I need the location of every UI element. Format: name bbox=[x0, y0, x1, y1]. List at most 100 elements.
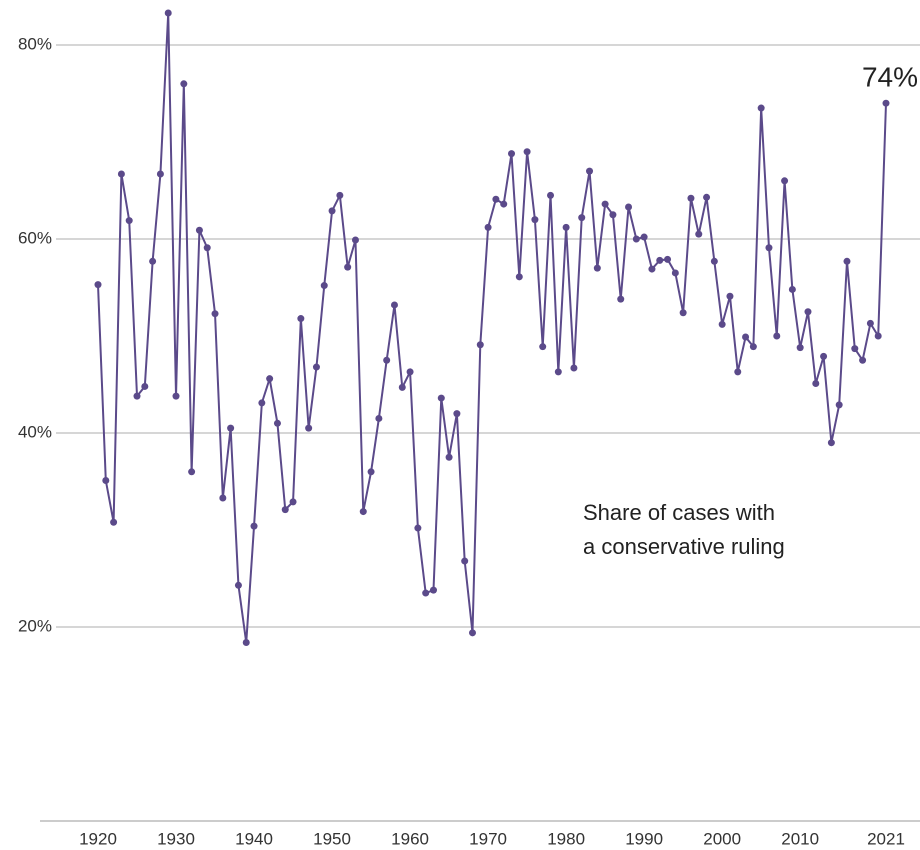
annotation: Share of cases with bbox=[583, 500, 775, 525]
point bbox=[710, 257, 718, 265]
point bbox=[586, 167, 594, 175]
point bbox=[788, 285, 796, 293]
point bbox=[601, 200, 609, 208]
point bbox=[547, 191, 555, 199]
point bbox=[523, 148, 531, 156]
point bbox=[664, 255, 672, 263]
x-tick-label: 1960 bbox=[391, 829, 429, 848]
point bbox=[812, 380, 820, 388]
x-tick-label: 1980 bbox=[547, 829, 585, 848]
point bbox=[195, 226, 203, 234]
point bbox=[609, 211, 617, 219]
point bbox=[414, 524, 422, 532]
point bbox=[508, 150, 516, 158]
point bbox=[531, 216, 539, 224]
point bbox=[383, 356, 391, 364]
point bbox=[125, 217, 133, 225]
point bbox=[149, 257, 157, 265]
point bbox=[757, 104, 765, 112]
point bbox=[250, 522, 258, 530]
point bbox=[656, 256, 664, 264]
point bbox=[874, 332, 882, 340]
point bbox=[703, 193, 711, 201]
point bbox=[297, 315, 305, 323]
point bbox=[781, 177, 789, 185]
point bbox=[117, 170, 125, 178]
point bbox=[188, 468, 196, 476]
point bbox=[289, 498, 297, 506]
point bbox=[484, 223, 492, 231]
point bbox=[320, 282, 328, 290]
point bbox=[437, 394, 445, 402]
point bbox=[266, 375, 274, 383]
point bbox=[203, 244, 211, 252]
point bbox=[281, 506, 289, 514]
point bbox=[843, 257, 851, 265]
point bbox=[390, 301, 398, 309]
y-tick-label: 80% bbox=[18, 34, 52, 53]
point bbox=[141, 382, 149, 390]
point bbox=[445, 453, 453, 461]
point bbox=[242, 639, 250, 647]
point bbox=[632, 235, 640, 243]
point bbox=[562, 223, 570, 231]
point bbox=[492, 195, 500, 203]
x-tick-label: 1920 bbox=[79, 829, 117, 848]
y-tick-label: 60% bbox=[18, 228, 52, 247]
point bbox=[422, 589, 430, 597]
point bbox=[859, 356, 867, 364]
point bbox=[749, 343, 757, 351]
x-tick-label: 2000 bbox=[703, 829, 741, 848]
point bbox=[344, 263, 352, 271]
point bbox=[742, 333, 750, 341]
point bbox=[312, 363, 320, 371]
point bbox=[539, 343, 547, 351]
y-tick-label: 40% bbox=[18, 422, 52, 441]
point bbox=[726, 292, 734, 300]
point bbox=[640, 233, 648, 241]
y-tick-label: 20% bbox=[18, 616, 52, 635]
point bbox=[671, 269, 679, 277]
point bbox=[773, 332, 781, 340]
point bbox=[765, 244, 773, 252]
point bbox=[695, 230, 703, 238]
point bbox=[351, 236, 359, 244]
x-tick-label: 1990 bbox=[625, 829, 663, 848]
point bbox=[593, 264, 601, 272]
x-tick-label: 1950 bbox=[313, 829, 351, 848]
point bbox=[734, 368, 742, 376]
point bbox=[625, 203, 633, 211]
line bbox=[97, 12, 887, 643]
point bbox=[570, 364, 578, 372]
point bbox=[156, 170, 164, 178]
point bbox=[94, 281, 102, 289]
point bbox=[578, 214, 586, 222]
point bbox=[515, 273, 523, 281]
point bbox=[305, 424, 313, 432]
point bbox=[219, 494, 227, 502]
point bbox=[453, 410, 461, 418]
x-tick-label: 1970 bbox=[469, 829, 507, 848]
point bbox=[804, 308, 812, 316]
point bbox=[336, 191, 344, 199]
x-tick-label: 2010 bbox=[781, 829, 819, 848]
point bbox=[258, 399, 266, 407]
point bbox=[398, 383, 406, 391]
point bbox=[429, 586, 437, 594]
point bbox=[827, 439, 835, 447]
point bbox=[164, 9, 172, 17]
point bbox=[851, 345, 859, 353]
point bbox=[554, 368, 562, 376]
point bbox=[835, 401, 843, 409]
point bbox=[328, 207, 336, 215]
point bbox=[461, 557, 469, 565]
point bbox=[820, 352, 828, 360]
point bbox=[679, 309, 687, 317]
point bbox=[367, 468, 375, 476]
point bbox=[406, 368, 414, 376]
point bbox=[234, 581, 242, 589]
point bbox=[102, 477, 110, 485]
point bbox=[211, 310, 219, 318]
point bbox=[375, 414, 383, 422]
